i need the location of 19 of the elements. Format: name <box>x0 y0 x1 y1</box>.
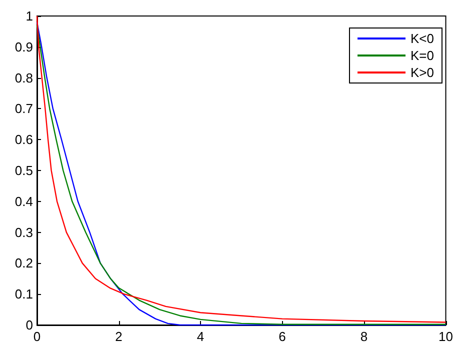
y-tick-label: 0 <box>26 318 33 332</box>
y-tick-label: 0.4 <box>14 194 33 209</box>
y-tick-label: 0.2 <box>14 256 33 271</box>
legend-label: K>0 <box>410 65 434 80</box>
y-tick-label: 0.9 <box>14 39 33 54</box>
y-tick-label: 0.3 <box>14 224 33 240</box>
x-tick-label: 6 <box>278 329 286 344</box>
x-tick-label: 2 <box>115 329 122 344</box>
y-tick-label: 0.8 <box>14 70 33 86</box>
y-tick-label: 0.6 <box>14 132 33 148</box>
y-tick-label: 0.7 <box>14 101 33 116</box>
x-tick-label: 8 <box>360 329 368 344</box>
x-tick-label: 10 <box>438 329 454 344</box>
y-tick-label: 0.5 <box>14 163 33 178</box>
x-tick-label: 4 <box>196 329 204 344</box>
y-tick-label: 0.1 <box>14 286 33 302</box>
legend-label: K=0 <box>410 48 434 63</box>
y-tick-label: 1 <box>26 8 33 24</box>
legend-label: K<0 <box>410 31 434 46</box>
